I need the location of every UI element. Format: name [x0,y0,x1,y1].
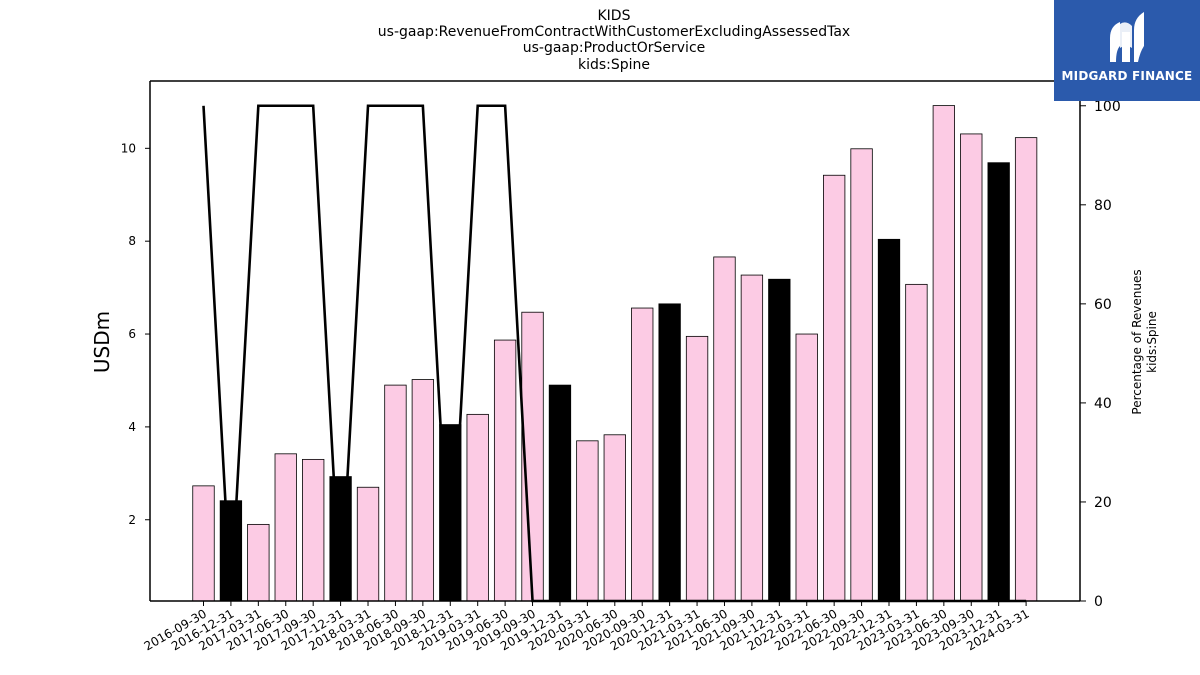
bar [603,434,626,602]
y-tick-label: 4 [128,420,136,434]
y-tick-label: 8 [128,234,136,248]
bar [658,303,681,602]
y-axis-label: USDm [90,311,114,373]
bar [411,379,435,602]
chart-title-line: kids:Spine [578,57,650,73]
y2-axis-label-line: Percentage of Revenues [1130,269,1144,414]
bar [466,413,489,602]
bar [850,148,873,602]
y2-tick-label: 80 [1094,198,1112,214]
chart-title: KIDS us-gaap:RevenueFromContractWithCust… [378,8,850,73]
y2-tick-label: 100 [1094,99,1121,115]
logo-mark-icon [1110,12,1144,62]
bar [493,339,517,602]
chart-title-line: us-gaap:RevenueFromContractWithCustomerE… [378,24,850,40]
bar [960,133,983,602]
bar [247,523,270,602]
y2-tick-label: 0 [1094,594,1103,610]
y-tick-label: 2 [128,513,136,527]
bar [384,384,407,602]
y2-axis-label: Percentage of Revenues kids:Spine [1130,269,1159,414]
y-tick-label: 10 [121,141,136,155]
bar [823,174,846,602]
bar [548,384,572,602]
bar [631,307,654,602]
y2-tick-label: 60 [1094,297,1112,313]
bar [932,105,955,602]
bar [274,453,297,602]
bar [192,485,215,602]
bar [713,256,736,602]
y-tick-label: 6 [128,327,136,341]
bar [302,458,325,602]
bar [740,274,764,602]
bar [877,238,901,602]
chart-title-line: KIDS [598,8,631,24]
midgard-finance-logo: MIDGARD FINANCE [1054,0,1200,101]
bar-series [192,105,1038,602]
bar [905,283,928,602]
y2-tick-label: 20 [1094,495,1112,511]
bar [1014,137,1038,602]
bar [795,333,818,602]
bar [768,278,791,602]
chart-title-line: us-gaap:ProductOrService [523,40,706,56]
bar [685,335,709,602]
bar [987,162,1010,602]
y2-tick-label: 40 [1094,396,1112,412]
bar [356,486,380,602]
y2-axis-label-line: kids:Spine [1145,311,1159,373]
logo-text: MIDGARD FINANCE [1061,69,1193,83]
bar [576,440,599,602]
